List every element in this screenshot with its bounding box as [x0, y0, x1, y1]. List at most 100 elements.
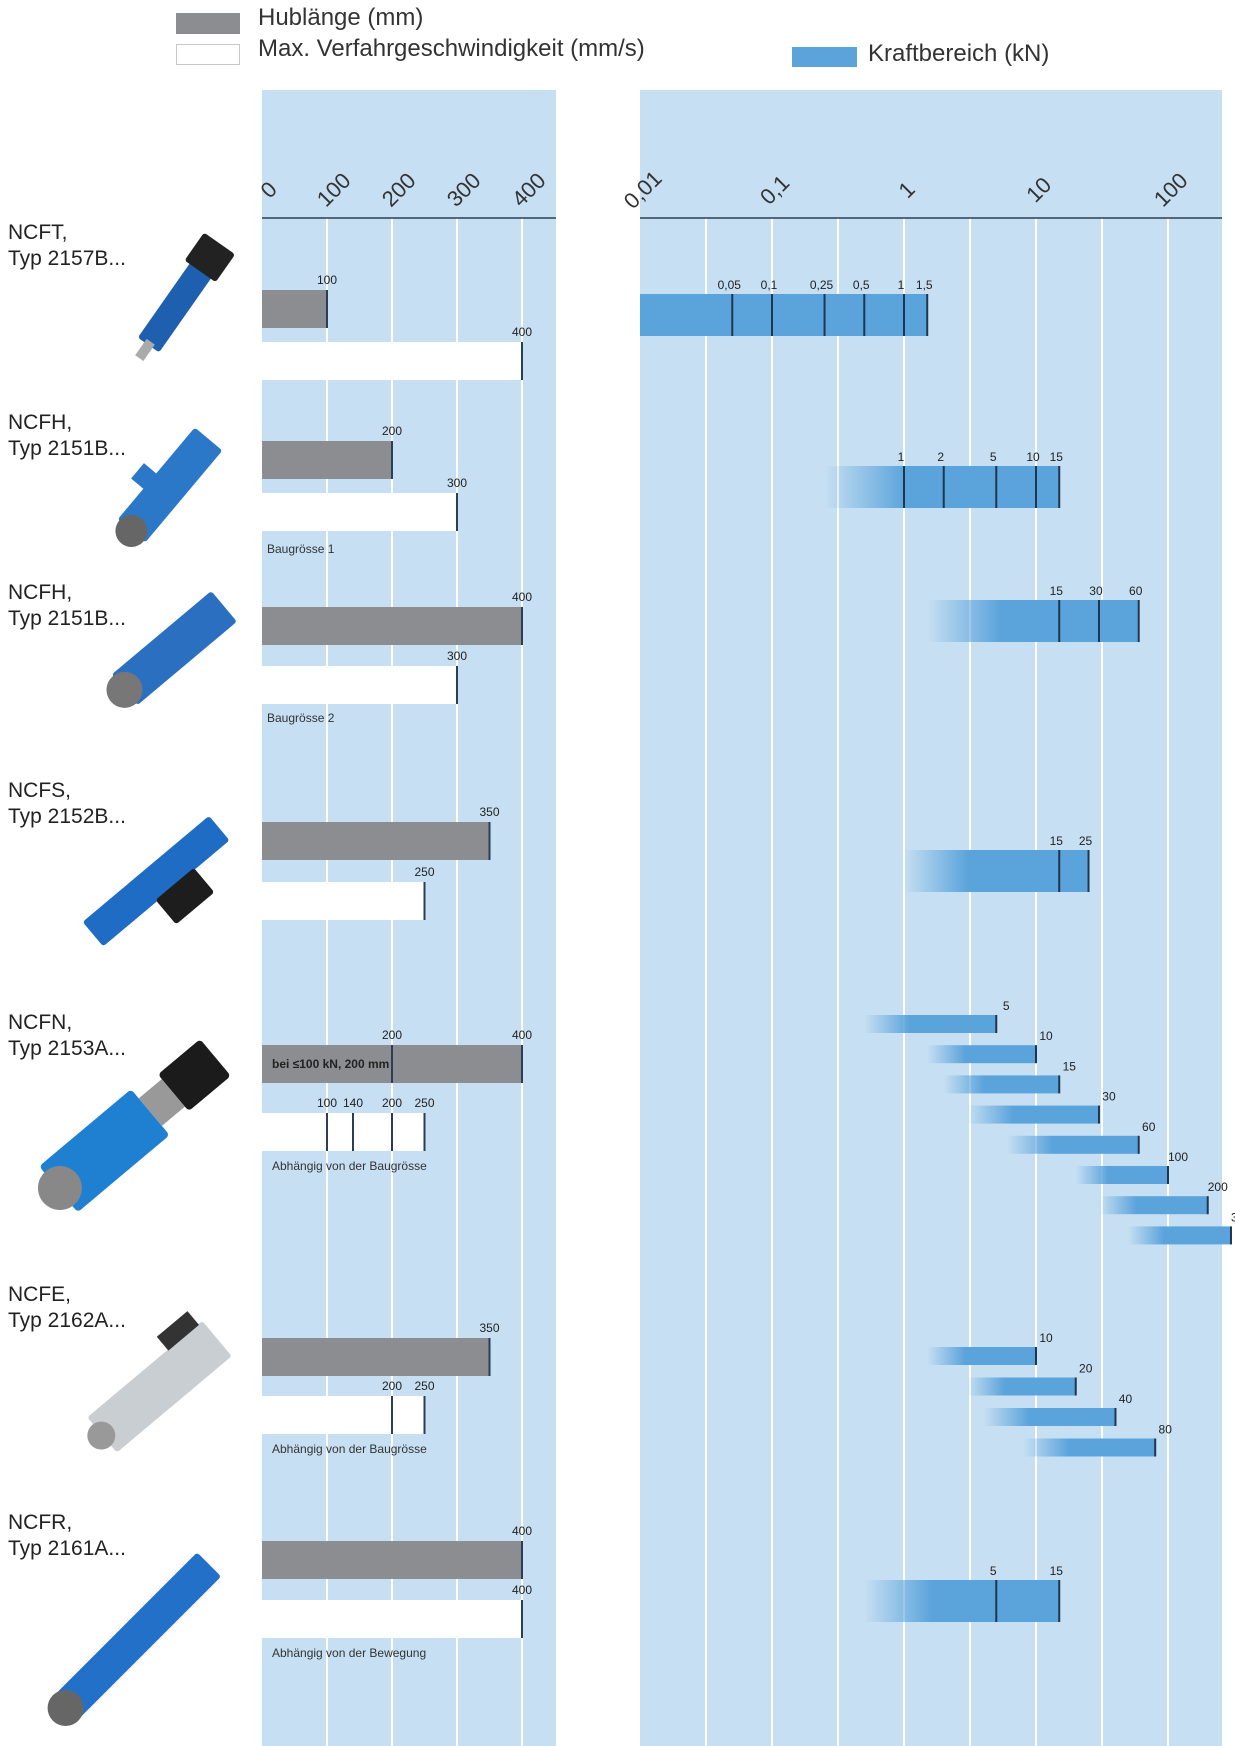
- force-value-label: 25: [1079, 834, 1093, 848]
- force-panel: [640, 90, 1222, 1746]
- force-value-label: 200: [1208, 1180, 1228, 1194]
- force-tick-label: 0,01: [619, 166, 667, 214]
- force-value-label: 10: [1039, 1029, 1053, 1043]
- speed-bar: [262, 1600, 522, 1638]
- force-value-label: 40: [1119, 1392, 1133, 1406]
- speed-bar: [262, 882, 425, 920]
- force-value-label: 60: [1142, 1120, 1156, 1134]
- force-bar: [927, 600, 1139, 642]
- force-tick-label: 100: [1149, 168, 1193, 212]
- force-value-label: 0,05: [718, 278, 742, 292]
- silver-actuator-icon: [87, 1311, 231, 1452]
- speed-bar: [262, 342, 522, 380]
- speed-value-label: 400: [512, 1583, 532, 1597]
- hub-value-label: 400: [512, 1524, 532, 1538]
- speed-bar: [262, 666, 457, 704]
- blue-actuator-size-1-icon: [115, 428, 222, 547]
- speed-value-label: 140: [343, 1096, 363, 1110]
- speed-bar: [262, 1396, 425, 1434]
- force-bar: [1098, 1196, 1208, 1215]
- force-value-label: 5: [1003, 999, 1010, 1013]
- speed-value-label: 300: [447, 649, 467, 663]
- hub-value-label: 350: [479, 805, 499, 819]
- hub-tick-label: 400: [507, 168, 551, 212]
- legend-hub-swatch: [176, 13, 240, 34]
- force-value-label: 80: [1159, 1423, 1173, 1437]
- speed-value-label: 250: [414, 865, 434, 879]
- legend-force-swatch: [792, 47, 857, 67]
- legend-hub-label: Hublänge (mm): [258, 4, 424, 31]
- force-bar: [1075, 1166, 1168, 1184]
- force-value-label: 15: [1050, 450, 1064, 464]
- row-note: Abhängig von der Baugrösse: [272, 1159, 427, 1173]
- force-tick-label: 10: [1021, 172, 1056, 207]
- product-name-ncfe: NCFE, Typ 2162A...: [8, 1283, 126, 1332]
- blue-actuator-long-icon: [47, 1553, 220, 1727]
- hub-value-label: 200: [382, 424, 402, 438]
- hub-value-label: 350: [479, 1321, 499, 1335]
- force-value-label: 15: [1050, 834, 1064, 848]
- speed-bar: [262, 493, 457, 531]
- force-value-label: 0,5: [853, 278, 870, 292]
- force-value-label: 1: [898, 450, 905, 464]
- force-bar: [1023, 1438, 1156, 1457]
- force-bar: [640, 294, 928, 336]
- speed-value-label: 250: [414, 1096, 434, 1110]
- hub-inner-label: bei ≤100 kN, 200 mm: [272, 1057, 389, 1071]
- force-value-label: 0,1: [761, 278, 778, 292]
- product-name-ncft: NCFT, Typ 2157B...: [8, 221, 126, 270]
- force-value-label: 60: [1129, 584, 1143, 598]
- speed-value-label: 250: [414, 1379, 434, 1393]
- force-bar: [864, 1015, 997, 1033]
- force-bar: [927, 1045, 1036, 1064]
- hub-bar: [262, 822, 490, 860]
- legend-speed-swatch: [176, 44, 240, 65]
- hub-bar: [262, 1338, 490, 1376]
- speed-value-label: 300: [447, 476, 467, 490]
- force-bar: [966, 1377, 1076, 1396]
- force-value-label: 30: [1089, 584, 1103, 598]
- force-bar: [1006, 1135, 1139, 1154]
- hub-tick-label: 0: [256, 177, 282, 203]
- force-value-label: 15: [1050, 584, 1064, 598]
- hub-value-label: 400: [512, 590, 532, 604]
- legend-speed-label: Max. Verfahrgeschwindigkeit (mm/s): [258, 35, 645, 62]
- force-value-label: 1: [898, 278, 905, 292]
- force-bar: [943, 1075, 1060, 1094]
- force-value-label: 30: [1102, 1090, 1116, 1104]
- hub-tick-label: 100: [312, 168, 356, 212]
- speed-value-label: 400: [512, 325, 532, 339]
- blue-actuator-size-2-icon: [106, 592, 236, 708]
- force-bar: [927, 1347, 1036, 1365]
- product-name-ncfr: NCFR, Typ 2161A...: [8, 1511, 126, 1560]
- force-bar: [983, 1408, 1116, 1426]
- hub-value-label: 100: [317, 273, 337, 287]
- hub-bar: [262, 1541, 522, 1579]
- force-value-label: 15: [1050, 1564, 1064, 1578]
- force-value-label: 20: [1079, 1362, 1093, 1376]
- blue-actuator-with-motor-icon: [135, 233, 234, 362]
- legend-force-label: Kraftbereich (kN): [868, 40, 1050, 67]
- blue-actuator-gearbox-icon: [37, 1040, 230, 1211]
- product-name-ncfs: NCFS, Typ 2152B...: [8, 779, 126, 828]
- force-value-label: 5: [990, 1564, 997, 1578]
- force-bar: [966, 1105, 1099, 1124]
- hub-value-label: 400: [512, 1028, 532, 1042]
- row-note: Abhängig von der Baugrösse: [272, 1442, 427, 1456]
- force-value-label: 300: [1231, 1210, 1235, 1224]
- hub-bar: [262, 607, 522, 645]
- product-name-ncfn: NCFN, Typ 2153A...: [8, 1011, 126, 1060]
- hub-bar: [262, 290, 327, 328]
- force-bar: [824, 466, 1060, 508]
- blue-actuator-side-motor-icon: [83, 817, 229, 946]
- hub-value-label: 200: [382, 1028, 402, 1042]
- force-value-label: 2: [937, 450, 944, 464]
- speed-value-label: 100: [317, 1096, 337, 1110]
- row-note: Baugrösse 2: [267, 711, 335, 725]
- force-bar: [864, 1580, 1060, 1622]
- speed-value-label: 200: [382, 1096, 402, 1110]
- force-bar: [1128, 1226, 1231, 1245]
- product-name-ncfh-1: NCFH, Typ 2151B...: [8, 411, 126, 460]
- row-note: Baugrösse 1: [267, 542, 335, 556]
- force-value-label: 15: [1063, 1059, 1077, 1073]
